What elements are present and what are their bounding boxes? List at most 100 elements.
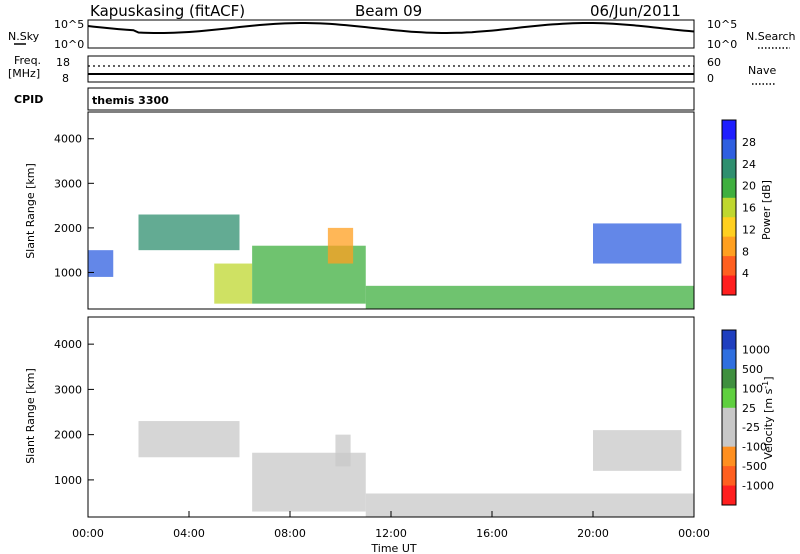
velocity-colorbar-frame bbox=[721, 329, 737, 506]
velocity-colorbar-label-exp: -1 bbox=[761, 381, 770, 389]
colorbar-swatch bbox=[722, 139, 736, 160]
nave-label: Nave bbox=[748, 64, 776, 77]
colorbar-swatch bbox=[722, 330, 736, 350]
freq-unit-label: [MHz] bbox=[8, 67, 40, 80]
heatmap-cell bbox=[327, 227, 354, 264]
freq-label: Freq. bbox=[14, 54, 41, 67]
colorbar-swatch bbox=[722, 120, 736, 140]
power-yticks: 4000 3000 2000 1000 bbox=[54, 133, 94, 279]
colorbar-swatch bbox=[722, 158, 736, 179]
power-cells bbox=[88, 214, 694, 309]
y-tick-label: 3000 bbox=[54, 177, 82, 190]
power-colorbar-label: Power [dB] bbox=[760, 180, 773, 240]
colorbar-tick-label: 12 bbox=[742, 223, 756, 236]
power-panel-frame bbox=[87, 111, 695, 310]
beam-title: Beam 09 bbox=[355, 2, 422, 20]
colorbar-tick-label: 8 bbox=[742, 245, 749, 258]
velocity-colorbar: 1000 500 100 25 -25 -100 -500 -1000 bbox=[722, 330, 774, 506]
colorbar-tick-label: 16 bbox=[742, 202, 756, 215]
power-ylabel: Slant Range [km] bbox=[24, 163, 37, 259]
velocity-panel-frame bbox=[87, 316, 695, 518]
heatmap-cell bbox=[365, 493, 694, 517]
x-tick-label: 20:00 bbox=[577, 527, 609, 540]
nave-tick-bottom: 0 bbox=[707, 72, 714, 85]
power-colorbar: 28 24 20 16 12 8 4 bbox=[722, 120, 756, 296]
power-colorbar-frame bbox=[721, 119, 737, 296]
colorbar-tick-label: 4 bbox=[742, 267, 749, 280]
y-tick-label: 1000 bbox=[54, 266, 82, 279]
nsky-panel bbox=[87, 19, 695, 49]
nsearch-tick-top: 10^5 bbox=[707, 18, 737, 31]
colorbar-tick-label: 500 bbox=[742, 363, 763, 376]
colorbar-swatch bbox=[722, 407, 736, 428]
x-tick-label: 16:00 bbox=[476, 527, 508, 540]
freq-tick-bottom: 8 bbox=[62, 72, 69, 85]
nsearch-tick-bottom: 10^0 bbox=[707, 38, 737, 51]
y-tick-label: 3000 bbox=[54, 383, 82, 396]
nsearch-label: N.Search bbox=[746, 30, 796, 43]
velocity-yticks: 4000 3000 2000 1000 bbox=[54, 338, 94, 487]
velocity-colorbar-label-main: Velocity bbox=[762, 416, 775, 460]
colorbar-tick-label: 24 bbox=[742, 158, 756, 171]
time-axis: 00:00 04:00 08:00 12:00 16:00 20:00 00:00 bbox=[72, 511, 710, 540]
colorbar-swatch bbox=[722, 466, 736, 487]
y-tick-label: 4000 bbox=[54, 133, 82, 146]
nsky-tick-bottom: 10^0 bbox=[54, 38, 84, 51]
colorbar-tick-label: -1000 bbox=[742, 480, 774, 493]
freq-tick-top: 18 bbox=[56, 56, 70, 69]
velocity-colorbar-label-unit: [m s bbox=[762, 388, 775, 413]
nsky-tick-top: 10^5 bbox=[54, 18, 84, 31]
colorbar-tick-label: -500 bbox=[742, 460, 767, 473]
nave-tick-top: 60 bbox=[707, 56, 721, 69]
y-tick-label: 4000 bbox=[54, 338, 82, 351]
colorbar-swatch bbox=[722, 178, 736, 199]
cpid-label: CPID bbox=[14, 93, 43, 106]
station-title: Kapuskasing (fitACF) bbox=[90, 2, 245, 20]
colorbar-tick-label: 100 bbox=[742, 382, 763, 395]
colorbar-swatch bbox=[722, 368, 736, 389]
x-tick-label: 08:00 bbox=[274, 527, 306, 540]
time-axis-label: Time UT bbox=[370, 542, 416, 554]
nsky-label: N.Sky bbox=[8, 30, 40, 43]
colorbar-tick-label: -25 bbox=[742, 421, 760, 434]
y-tick-label: 1000 bbox=[54, 474, 82, 487]
colorbar-swatch bbox=[722, 275, 736, 296]
velocity-cells bbox=[138, 421, 694, 517]
colorbar-swatch bbox=[722, 217, 736, 238]
date-title: 06/Jun/2011 bbox=[590, 2, 681, 20]
heatmap-cell bbox=[593, 223, 682, 264]
nsky-line bbox=[87, 22, 695, 34]
colorbar-tick-label: 20 bbox=[742, 180, 756, 193]
heatmap-cell bbox=[214, 263, 253, 304]
colorbar-swatch bbox=[722, 349, 736, 370]
heatmap-cell bbox=[138, 214, 240, 251]
colorbar-swatch bbox=[722, 197, 736, 218]
colorbar-swatch bbox=[722, 388, 736, 409]
colorbar-swatch bbox=[722, 427, 736, 448]
heatmap-cell bbox=[138, 421, 240, 458]
cpid-text: themis 3300 bbox=[92, 94, 169, 107]
velocity-ylabel: Slant Range [km] bbox=[24, 368, 37, 464]
colorbar-swatch bbox=[722, 446, 736, 467]
cpid-panel bbox=[87, 87, 695, 111]
x-tick-label: 04:00 bbox=[173, 527, 205, 540]
colorbar-tick-label: -100 bbox=[742, 441, 767, 454]
colorbar-tick-label: 1000 bbox=[742, 343, 770, 356]
heatmap-cell bbox=[593, 430, 682, 471]
y-tick-label: 2000 bbox=[54, 429, 82, 442]
colorbar-swatch bbox=[722, 256, 736, 277]
heatmap-cell bbox=[365, 285, 694, 309]
velocity-colorbar-label-close: ] bbox=[762, 376, 775, 380]
x-tick-label: 00:00 bbox=[72, 527, 104, 540]
colorbar-swatch bbox=[722, 485, 736, 506]
colorbar-swatch bbox=[722, 236, 736, 257]
velocity-colorbar-label: Velocity [m s-1] bbox=[761, 376, 775, 459]
x-tick-label: 12:00 bbox=[375, 527, 407, 540]
colorbar-tick-label: 25 bbox=[742, 402, 756, 415]
x-tick-label: 00:00 bbox=[678, 527, 710, 540]
colorbar-tick-label: 28 bbox=[742, 136, 756, 149]
freq-panel bbox=[87, 55, 695, 83]
y-tick-label: 2000 bbox=[54, 222, 82, 235]
heatmap-cell bbox=[335, 434, 351, 467]
